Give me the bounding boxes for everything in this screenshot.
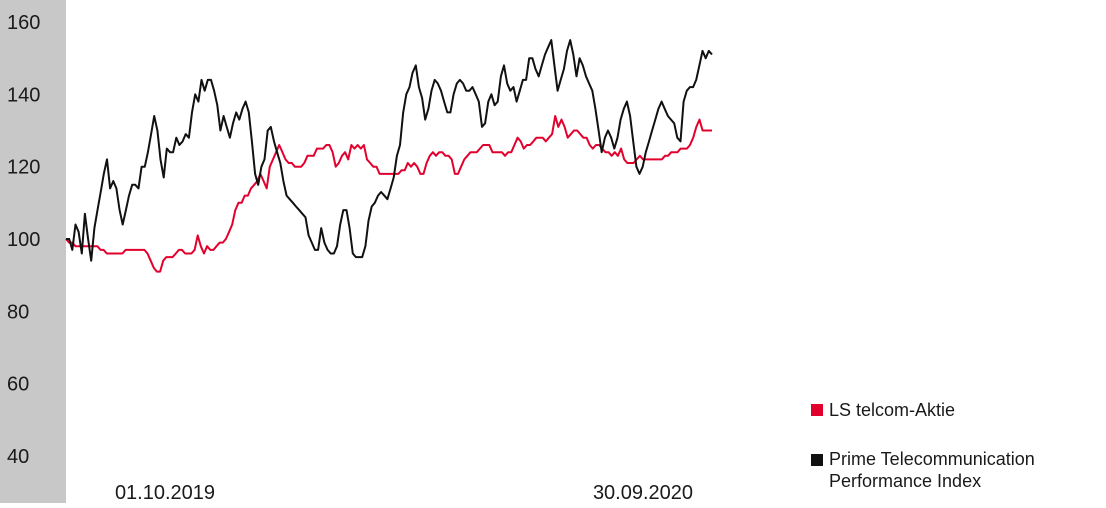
y-axis-ticks: 40 60 80 100 120 140 160 [7,12,40,468]
y-tick-label: 140 [7,84,40,106]
legend-label: LS telcom-Aktie [829,400,956,420]
x-end-label: 30.09.2020 [593,482,693,503]
legend-swatch-black [811,454,823,466]
legend-swatch-red [811,404,823,416]
y-tick-label: 100 [7,229,40,251]
series-lines [65,39,713,273]
y-tick-label: 80 [7,301,29,323]
legend-label: Prime Telecommunication Performance Inde… [829,449,1035,491]
x-start-label: 01.10.2019 [115,482,215,503]
y-tick-label: 60 [7,374,29,396]
y-tick-label: 120 [7,157,40,179]
series-line-1 [66,39,713,262]
y-tick-label: 40 [7,446,29,468]
y-axis-band [0,0,66,503]
y-tick-label: 160 [7,12,40,34]
series-line-0 [65,115,712,273]
